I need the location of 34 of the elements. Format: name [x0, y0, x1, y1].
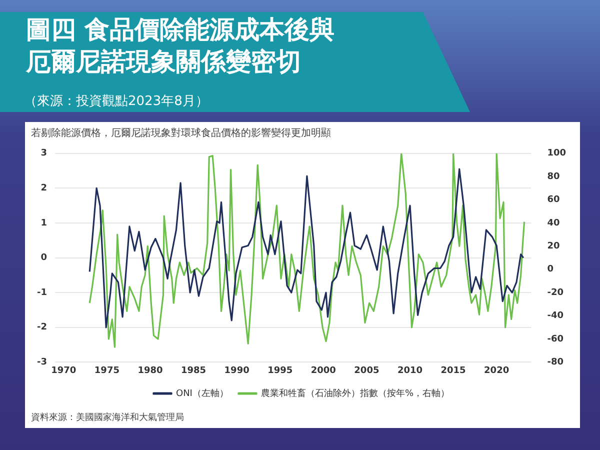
x-tick-label: 1970 — [51, 366, 76, 376]
chart-subtitle: （來源：投資觀點2023年8月） — [24, 93, 208, 110]
x-tick-label: 2000 — [310, 366, 336, 376]
x-tick-label: 2010 — [397, 366, 423, 376]
y2-tick-label: 40 — [547, 218, 560, 228]
y2-tick-label: -40 — [547, 311, 564, 322]
x-tick-label: 2015 — [440, 366, 466, 376]
x-tick-label: 1985 — [181, 366, 206, 376]
y-tick-label: 1 — [40, 218, 47, 228]
y2-tick-label: -80 — [547, 358, 564, 368]
y-tick-label: -1 — [37, 288, 47, 298]
y-tick-label: 2 — [40, 184, 47, 194]
y2-tick-label: 60 — [547, 195, 560, 206]
y2-tick-label: -20 — [547, 288, 564, 298]
text: 若剔除能源價格，厄爾尼諾現象對環球食品價格的影響變得更加明顯 — [31, 126, 331, 140]
y-tick-label: -3 — [37, 358, 47, 368]
x-tick-label: 2020 — [484, 366, 510, 376]
y-tick-label: 3 — [40, 148, 47, 159]
x-tick-label: 1995 — [268, 366, 293, 376]
y-tick-label: 0 — [40, 253, 47, 264]
legend-label: ONI（左軸） — [176, 388, 228, 399]
x-tick-label: 1975 — [94, 366, 120, 376]
x-tick-label: 1980 — [138, 366, 163, 376]
x-tick-label: 2005 — [354, 366, 380, 376]
chart-title: 圖四 食品價除能源成本後與厄爾尼諾現象關係變密切 — [26, 14, 336, 78]
y2-tick-label: 100 — [547, 148, 566, 159]
y2-tick-label: 20 — [547, 242, 560, 252]
y2-tick-label: 0 — [547, 264, 554, 275]
y-tick-label: -2 — [37, 322, 47, 333]
legend-label: 農業和牲畜（石油除外）指數（按年%，右軸） — [260, 388, 450, 399]
y2-tick-label: -60 — [547, 334, 564, 344]
x-tick-label: 1990 — [224, 366, 250, 376]
source-note: 資料來源：美國國家海洋和大氣管理局 — [31, 412, 184, 424]
y2-tick-label: 80 — [547, 172, 560, 182]
